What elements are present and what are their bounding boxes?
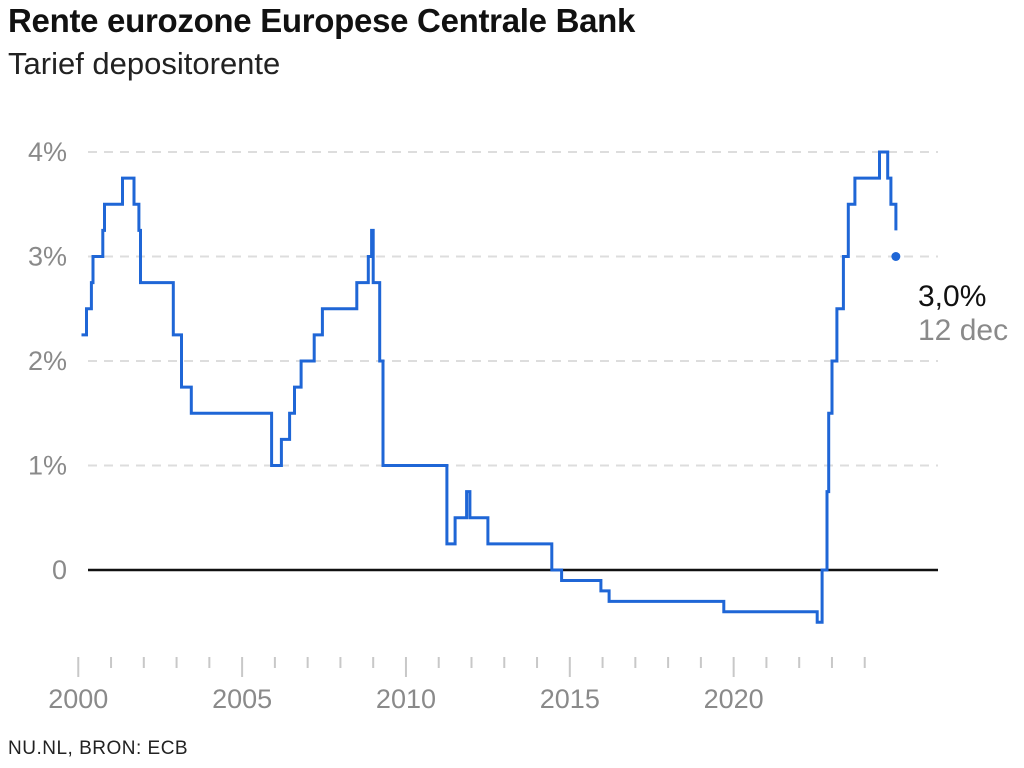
y-tick-label: 2% <box>28 346 67 376</box>
x-tick-label: 2005 <box>212 684 272 714</box>
end-annotation: 3,0%12 dec <box>891 252 1008 347</box>
end-value-label: 3,0% <box>918 280 986 313</box>
chart-subtitle: Tarief depositorente <box>8 46 281 81</box>
y-axis-ticks: 0 1% 2% 3% 4% <box>28 137 67 585</box>
y-tick-label: 0 <box>52 555 67 585</box>
y-tick-label: 3% <box>28 242 67 272</box>
gridlines <box>88 151 938 467</box>
chart-title: Rente eurozone Europese Centrale Bank <box>8 2 636 39</box>
x-tick-label: 2020 <box>704 684 764 714</box>
series-line-0 <box>81 150 898 624</box>
end-point-marker <box>891 252 901 261</box>
y-tick-label: 1% <box>28 451 67 481</box>
x-tick-label: 2015 <box>540 684 600 714</box>
source-credit: NU.NL, BRON: ECB <box>8 738 189 759</box>
series-layer <box>81 150 898 624</box>
x-tick-label: 2000 <box>48 684 108 714</box>
x-tick-label: 2010 <box>376 684 436 714</box>
y-tick-label: 4% <box>28 137 67 167</box>
end-date-label: 12 dec <box>918 314 1008 347</box>
x-axis-ticks: 2000 2005 2010 2015 2020 <box>48 657 866 714</box>
